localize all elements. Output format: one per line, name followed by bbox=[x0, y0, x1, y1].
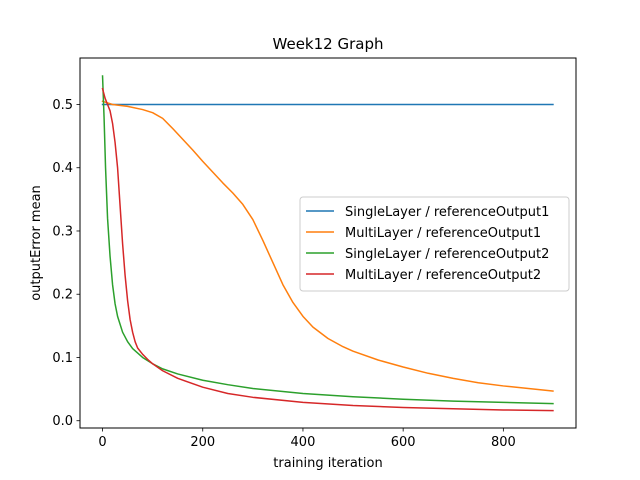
legend-entry-3: MultiLayer / referenceOutput2 bbox=[345, 268, 541, 283]
y-tick-label: 0.2 bbox=[52, 288, 73, 303]
legend-entry-1: MultiLayer / referenceOutput1 bbox=[345, 226, 541, 241]
x-tick-label: 0 bbox=[98, 435, 106, 450]
x-tick-label: 200 bbox=[190, 435, 215, 450]
x-tick-label: 800 bbox=[491, 435, 516, 450]
legend: SingleLayer / referenceOutput1 MultiLayer… bbox=[299, 196, 570, 292]
legend-entry-0: SingleLayer / referenceOutput1 bbox=[345, 205, 549, 220]
y-tick-label: 0.0 bbox=[52, 414, 73, 429]
legend-box bbox=[299, 196, 570, 292]
y-tick-label: 0.3 bbox=[52, 224, 73, 239]
y-axis-label: outputError mean bbox=[29, 185, 44, 301]
chart-title: Week12 Graph bbox=[273, 35, 384, 53]
series-line-3 bbox=[101, 87, 554, 412]
x-axis: 0 200 400 600 800 bbox=[98, 428, 516, 450]
x-axis-label: training iteration bbox=[273, 456, 382, 471]
legend-entry-2: SingleLayer / referenceOutput2 bbox=[345, 247, 549, 262]
y-tick-label: 0.5 bbox=[52, 98, 73, 113]
x-tick-label: 600 bbox=[391, 435, 416, 450]
series-line-2 bbox=[101, 75, 554, 405]
y-axis: 0.0 0.1 0.2 0.3 0.4 0.5 bbox=[52, 98, 80, 429]
axes-frame bbox=[79, 57, 577, 429]
x-tick-label: 400 bbox=[291, 435, 316, 450]
series-line-1 bbox=[101, 100, 554, 392]
y-tick-label: 0.1 bbox=[52, 351, 73, 366]
y-tick-label: 0.4 bbox=[52, 161, 73, 176]
plot-area bbox=[101, 75, 554, 412]
